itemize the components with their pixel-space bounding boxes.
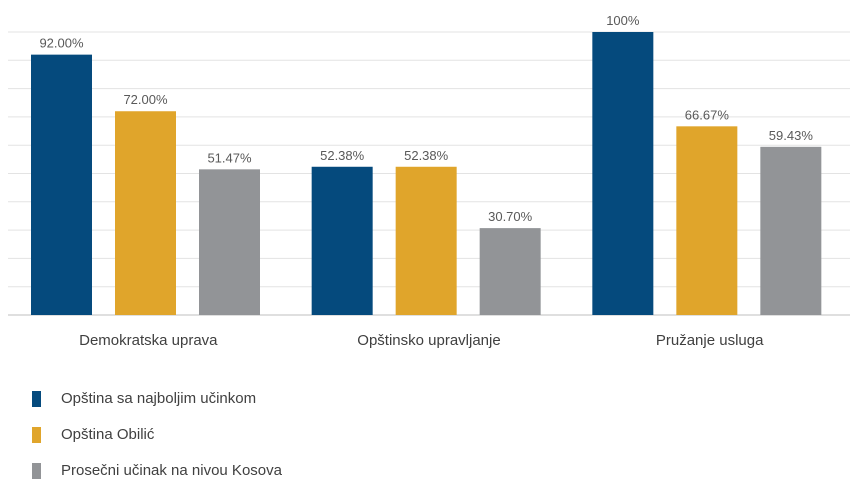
category-label-3: Pružanje usluga xyxy=(656,332,764,349)
bar-chart: 92.00% 72.00% 51.47% Demokratska uprava 52.3… xyxy=(8,13,850,349)
data-label-3-1: 51.47% xyxy=(207,150,252,165)
bar-2-2 xyxy=(395,166,457,315)
legend-swatch-best xyxy=(32,391,41,407)
data-label-3-3: 59.43% xyxy=(769,128,814,143)
data-label-2-2: 52.38% xyxy=(404,148,449,163)
category-label-1: Demokratska uprava xyxy=(79,332,218,349)
category-label-2: Opštinsko upravljanje xyxy=(357,332,500,349)
legend-item-obilic: Opština Obilić xyxy=(32,426,432,444)
bar-1-2 xyxy=(311,166,373,315)
bar-2-1 xyxy=(115,111,176,316)
bar-3-2 xyxy=(479,228,541,315)
bar-2-3 xyxy=(676,126,738,315)
bar-3-3 xyxy=(760,146,822,315)
legend-swatch-obilic xyxy=(32,427,41,443)
data-label-2-3: 66.67% xyxy=(685,107,730,122)
legend-item-kosovo-average: Prosečni učinak na nivou Kosova xyxy=(32,462,432,480)
data-label-1-2: 52.38% xyxy=(320,148,365,163)
legend-label-obilic: Opština Obilić xyxy=(61,426,155,443)
bar-1-3 xyxy=(592,32,654,315)
bar-3-1 xyxy=(199,169,260,315)
data-label-1-1: 92.00% xyxy=(39,36,84,51)
legend-item-best: Opština sa najboljim učinkom xyxy=(32,390,432,408)
chart-root: 92.00% 72.00% 51.47% Demokratska uprava 52.3… xyxy=(8,13,850,479)
bar-1-1 xyxy=(31,54,92,315)
data-label-3-2: 30.70% xyxy=(488,209,533,224)
legend-label-best: Opština sa najboljim učinkom xyxy=(61,390,257,407)
data-label-1-3: 100% xyxy=(606,13,640,28)
legend-swatch-kosovo-average xyxy=(32,463,41,479)
data-label-2-1: 72.00% xyxy=(123,92,168,107)
legend-label-kosovo-average: Prosečni učinak na nivou Kosova xyxy=(61,462,282,479)
legend: Opština sa najboljim učinkom Opština Obi… xyxy=(32,390,432,498)
